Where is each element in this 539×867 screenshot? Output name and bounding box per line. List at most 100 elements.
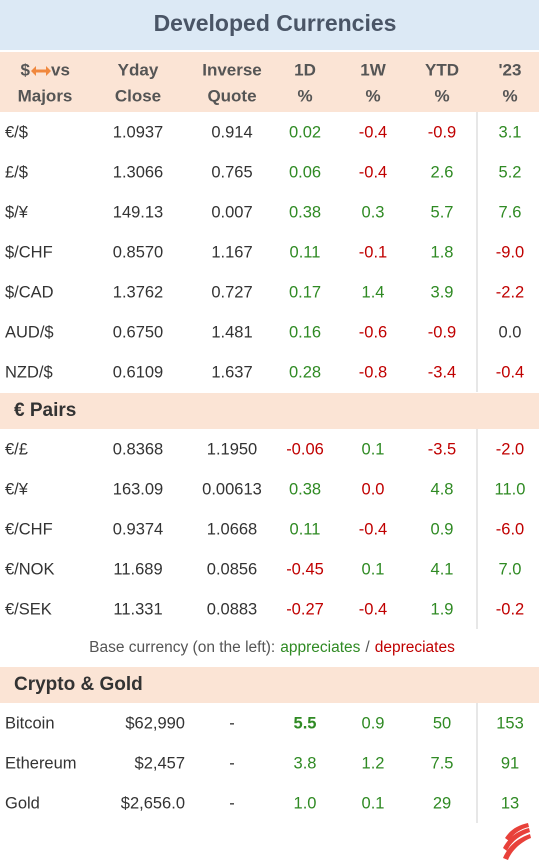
section-band — [0, 667, 539, 703]
header-pair: Majors — [18, 86, 73, 105]
cell: 0.765 — [211, 163, 252, 181]
title-band — [0, 0, 539, 50]
section-label: Crypto & Gold — [14, 674, 143, 695]
cell: $2,656.0 — [121, 794, 185, 812]
cell: 0.38 — [289, 480, 321, 498]
cell: - — [229, 794, 235, 812]
pair-label: Bitcoin — [5, 714, 55, 732]
cell: 0.0 — [499, 323, 522, 341]
cell: -3.5 — [428, 440, 456, 458]
cell: -0.9 — [428, 323, 456, 341]
cell: 0.02 — [289, 123, 321, 141]
cell: - — [229, 754, 235, 772]
cell: -2.2 — [496, 283, 524, 301]
pair-label: €/CHF — [5, 520, 53, 538]
swap-icon — [31, 66, 51, 76]
pair-label: £/$ — [5, 163, 28, 181]
header-band — [0, 52, 539, 112]
logo — [503, 823, 531, 860]
section-band — [0, 393, 539, 429]
cell: -0.27 — [286, 600, 324, 618]
cell: 153 — [496, 714, 524, 732]
cell: 0.9 — [362, 714, 385, 732]
legend-note-part: appreciates — [280, 639, 360, 656]
cell: -6.0 — [496, 520, 524, 538]
column-header: % — [434, 86, 449, 105]
column-header: % — [502, 86, 517, 105]
cell: 0.727 — [211, 283, 252, 301]
column-header: YTD — [425, 60, 459, 79]
column-header: % — [365, 86, 380, 105]
cell: 1.8 — [431, 243, 454, 261]
cell: 91 — [501, 754, 519, 772]
pair-label: €/SEK — [5, 600, 52, 618]
legend-note-part: Base currency (on the left): — [89, 639, 275, 656]
cell: 0.0883 — [207, 600, 257, 618]
cell: -0.6 — [359, 323, 387, 341]
cell: -9.0 — [496, 243, 524, 261]
cell: 0.1 — [362, 794, 385, 812]
cell: 1.4 — [362, 283, 385, 301]
header-pair: $ — [21, 60, 31, 79]
header-pair: vs — [51, 60, 70, 79]
pair-label: NZD/$ — [5, 363, 53, 381]
cell: 0.0856 — [207, 560, 257, 578]
cell: 1.637 — [211, 363, 252, 381]
cell: 0.17 — [289, 283, 321, 301]
cell: 0.9 — [431, 520, 454, 538]
column-header: Yday — [118, 60, 159, 79]
cell: 4.8 — [431, 480, 454, 498]
cell: 7.0 — [499, 560, 522, 578]
title: Developed Currencies — [154, 10, 397, 36]
cell: -2.0 — [496, 440, 524, 458]
column-header: 1W — [360, 60, 386, 79]
cell: -0.4 — [359, 600, 387, 618]
cell: 7.5 — [431, 754, 454, 772]
cell: -0.4 — [359, 520, 387, 538]
column-header: Close — [115, 86, 161, 105]
cell: 1.2 — [362, 754, 385, 772]
cell: 0.8368 — [113, 440, 163, 458]
cell: 1.1950 — [207, 440, 257, 458]
cell: 1.0937 — [113, 123, 163, 141]
column-header: Quote — [207, 86, 256, 105]
cell: 0.8570 — [113, 243, 163, 261]
cell: 2.6 — [431, 163, 454, 181]
cell: -3.4 — [428, 363, 456, 381]
cell: 1.3066 — [113, 163, 163, 181]
cell: -0.06 — [286, 440, 324, 458]
pair-label: $/CAD — [5, 283, 54, 301]
cell: -0.2 — [496, 600, 524, 618]
pair-label: €/¥ — [5, 480, 29, 498]
cell: 0.16 — [289, 323, 321, 341]
pair-label: $/CHF — [5, 243, 53, 261]
cell: 0.9374 — [113, 520, 163, 538]
pair-label: €/£ — [5, 440, 28, 458]
pair-label: $/¥ — [5, 203, 29, 221]
cell: 0.00613 — [202, 480, 262, 498]
cell: 1.167 — [211, 243, 252, 261]
column-header: Inverse — [202, 60, 262, 79]
cell: 1.9 — [431, 600, 454, 618]
column-header: 1D — [294, 60, 316, 79]
cell: 0.914 — [211, 123, 252, 141]
pair-label: €/NOK — [5, 560, 55, 578]
pair-label: Gold — [5, 794, 40, 812]
legend-note-part: / — [365, 639, 370, 656]
cell: - — [229, 714, 235, 732]
cell: 5.2 — [499, 163, 522, 181]
column-header: '23 — [499, 60, 522, 79]
cell: -0.4 — [496, 363, 524, 381]
cell: 149.13 — [113, 203, 163, 221]
cell: 0.6750 — [113, 323, 163, 341]
cell: 0.11 — [290, 520, 321, 538]
column-header: % — [297, 86, 312, 105]
cell: 3.1 — [499, 123, 522, 141]
cell: 1.0 — [294, 794, 317, 812]
cell: 7.6 — [499, 203, 522, 221]
cell: 3.8 — [294, 754, 317, 772]
cell: 50 — [433, 714, 451, 732]
cell: 0.1 — [362, 440, 385, 458]
legend-note-part: depreciates — [375, 639, 455, 656]
